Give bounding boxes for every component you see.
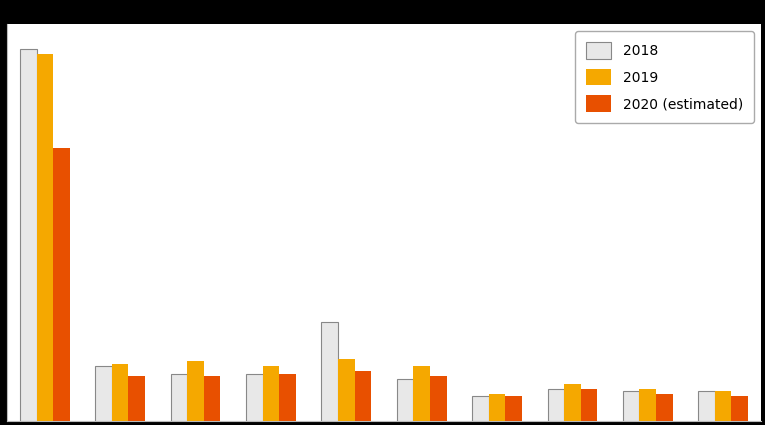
Bar [262,366,279,421]
Bar [656,394,672,421]
Bar [472,396,489,421]
Bar [338,359,355,421]
Bar [715,391,731,421]
Bar [96,366,112,421]
Bar [321,322,338,421]
Bar [623,391,640,421]
Bar [564,384,581,421]
Bar [171,374,187,421]
Bar [489,394,506,421]
Bar [53,148,70,421]
Bar [129,376,145,421]
Legend: 2018, 2019, 2020 (estimated): 2018, 2019, 2020 (estimated) [575,31,754,123]
Bar [731,396,748,421]
Bar [20,48,37,421]
Bar [548,388,564,421]
Text: ($Billion): ($Billion) [3,0,66,14]
Bar [112,364,129,421]
Bar [246,374,262,421]
Bar [413,366,430,421]
Bar [279,374,296,421]
Bar [430,376,447,421]
Bar [640,388,656,421]
Bar [397,379,413,421]
Bar [506,396,522,421]
Bar [355,371,371,421]
Bar [37,54,53,421]
Bar [698,391,715,421]
Bar [187,361,203,421]
Bar [203,376,220,421]
Bar [581,388,597,421]
